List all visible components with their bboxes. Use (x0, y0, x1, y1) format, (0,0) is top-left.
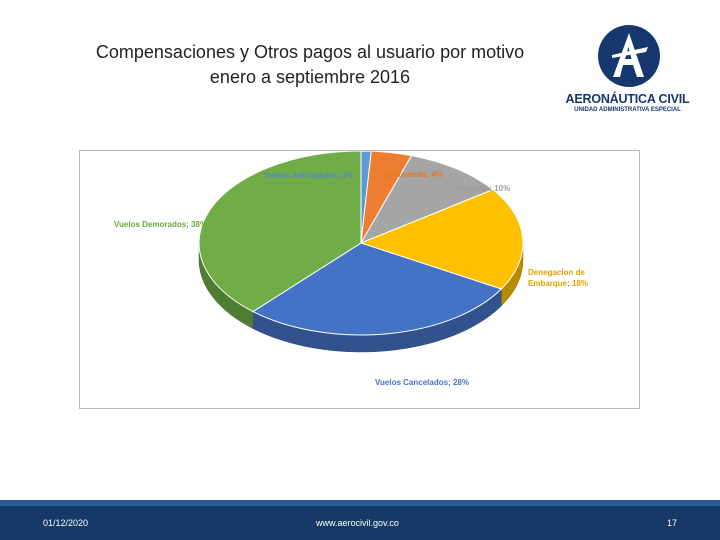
pie-label-vuelos-demorados: Vuelos Demorados; 38% (114, 220, 207, 229)
logo-name: AERONÁUTICA CIVIL (565, 92, 690, 106)
logo-emblem-icon: A (598, 25, 660, 87)
logo-letter-a-icon: A (612, 33, 648, 77)
logo-subtitle: UNIDAD ADMINISTRATIVA ESPECIAL (574, 107, 681, 113)
footer-date: 01/12/2020 (43, 518, 89, 528)
pie-label-vuelos-anticipados: Vuelos Anticipados; 1% (264, 171, 354, 180)
pie-label-sobreventa: Sobreventa; 4% (383, 170, 443, 179)
pie-chart: Vuelos Anticipados; 1% Sobreventa; 4% Equi… (79, 150, 640, 409)
pie-label-denegacion-de-embarque: Denegacion de Embarque; 18% (528, 268, 588, 288)
pie-slice-vuelos-cancelados (251, 242, 503, 336)
pie-label-equipaje: Equipaje; 10% (456, 184, 510, 193)
footer-page-number: 17 (667, 518, 678, 528)
pie-slice-vuelos-demorados (198, 151, 362, 313)
pie-chart-svg: Vuelos Anticipados; 1% Sobreventa; 4% Equi… (114, 151, 588, 387)
slide-title: Compensaciones y Otros pagos al usuario … (40, 40, 580, 90)
footer-stripe (0, 500, 720, 506)
pie-label-vuelos-cancelados: Vuelos Cancelados; 28% (375, 378, 469, 387)
footer-url[interactable]: www.aerocivil.gov.co (316, 518, 399, 528)
slide-title-line-2: enero a septiembre 2016 (209, 67, 411, 87)
pie-slice-denegacion-de-embarque (359, 189, 524, 290)
pie-label-line: Denegacion de (528, 268, 585, 277)
slide-title-line-1: Compensaciones y Otros pagos al usuario … (95, 42, 525, 62)
aerocivil-logo: A AERONÁUTICA CIVIL UNIDAD ADMINISTRATIV… (560, 20, 695, 120)
pie-slice-equipaje (359, 155, 494, 245)
pie-label-line: Embarque; 18% (528, 279, 588, 288)
footer-bar (0, 500, 720, 540)
